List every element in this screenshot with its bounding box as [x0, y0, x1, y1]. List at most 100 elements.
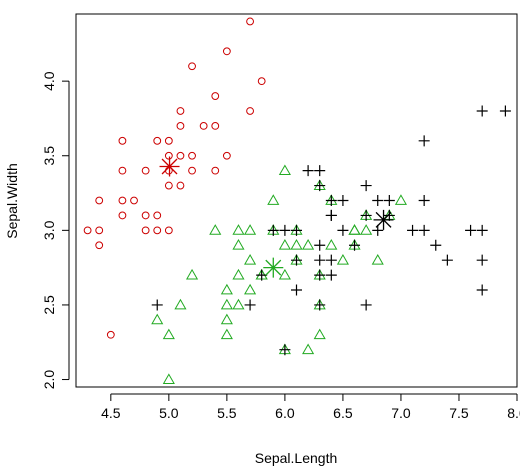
point-circle [141, 226, 150, 235]
point-plus [476, 254, 488, 266]
centroid-markers [159, 156, 394, 278]
point-circle [164, 181, 173, 190]
point-plus [337, 195, 349, 206]
point-triangle [209, 224, 222, 235]
point-triangle [232, 298, 245, 310]
point-circle [188, 62, 196, 71]
point-triangle [302, 343, 315, 355]
point-plus [325, 254, 337, 266]
point-triangle [313, 328, 326, 340]
x-tick-label: 4.5 [101, 405, 121, 421]
point-circle [246, 107, 254, 115]
y-tick-label: 2.0 [41, 370, 57, 390]
point-plus [383, 209, 395, 221]
point-triangle [278, 268, 291, 280]
x-tick-label: 8.0 [507, 405, 520, 421]
point-triangle [151, 313, 164, 325]
point-circle [176, 151, 185, 160]
point-triangle [244, 283, 257, 295]
point-circle [164, 136, 173, 145]
point-triangle [185, 268, 199, 280]
point-plus [279, 344, 291, 356]
point-circle [222, 47, 231, 56]
point-circle [141, 211, 150, 220]
point-plus [337, 224, 349, 236]
point-triangle [232, 224, 245, 235]
point-triangle [325, 239, 338, 250]
point-triangle [394, 194, 408, 205]
point-plus [325, 269, 337, 281]
point-plus [314, 269, 326, 281]
point-plus [291, 254, 302, 266]
point-circle [95, 226, 104, 235]
point-circle [188, 151, 196, 160]
point-plus [465, 224, 477, 236]
point-triangle [162, 328, 175, 340]
point-circle [164, 226, 173, 235]
point-plus [418, 195, 430, 206]
x-tick-label: 7.5 [449, 405, 469, 421]
point-triangle [174, 298, 187, 310]
x-tick-label: 6.5 [333, 405, 353, 421]
point-triangle [244, 253, 257, 265]
x-tick-label: 5.0 [159, 405, 179, 421]
point-circle [95, 196, 104, 205]
point-plus [314, 239, 326, 251]
point-triangle [371, 253, 384, 265]
x-axis: 4.5 5.0 5.5 6.0 6.5 7.0 7.5 8.0 [101, 393, 520, 421]
point-plus [151, 299, 163, 311]
y-tick-label: 4.0 [41, 71, 57, 91]
point-plus [314, 165, 326, 177]
y-tick-label: 3.5 [41, 146, 57, 166]
point-circle [141, 166, 150, 175]
point-triangle [302, 239, 315, 250]
point-plus [314, 180, 326, 192]
point-plus [325, 209, 337, 221]
point-triangle [348, 224, 361, 235]
y-axis: 2.0 2.5 3.0 3.5 4.0 [41, 71, 70, 390]
point-plus [291, 284, 302, 296]
point-plus [441, 254, 453, 266]
y-tick-label: 2.5 [41, 295, 57, 315]
point-circle [118, 166, 127, 175]
point-circle [246, 17, 254, 26]
point-plus [360, 299, 372, 311]
point-plus [279, 224, 291, 236]
data-points [83, 17, 511, 384]
point-circle [95, 241, 104, 250]
point-plus [325, 195, 337, 206]
point-circle [257, 77, 266, 86]
point-plus [244, 299, 256, 311]
point-plus [372, 224, 384, 236]
point-circle [118, 196, 127, 205]
point-plus [430, 239, 442, 251]
point-plus [314, 254, 326, 266]
point-circle [153, 211, 162, 220]
point-plus [372, 195, 384, 206]
point-plus [476, 284, 488, 296]
point-plus [360, 180, 372, 192]
point-triangle [267, 194, 280, 205]
y-axis-title: Sepal.Width [4, 163, 20, 238]
point-triangle [220, 283, 233, 295]
point-circle [188, 166, 196, 175]
point-plus [407, 224, 419, 236]
point-triangle [278, 239, 291, 250]
point-circle [83, 226, 92, 235]
point-circle [153, 226, 162, 235]
point-triangle [336, 253, 349, 265]
point-plus [302, 165, 314, 177]
x-tick-label: 6.0 [275, 405, 295, 421]
point-plus [267, 224, 279, 236]
point-circle [211, 166, 220, 175]
point-triangle [348, 224, 361, 235]
point-triangle [220, 313, 233, 325]
point-plus [418, 224, 430, 236]
y-tick-label: 3.0 [41, 220, 57, 240]
x-axis-title: Sepal.Length [255, 450, 338, 466]
point-plus [476, 224, 488, 236]
point-circle [106, 330, 115, 339]
centroid-asterisk [159, 156, 180, 177]
point-triangle [220, 328, 233, 340]
